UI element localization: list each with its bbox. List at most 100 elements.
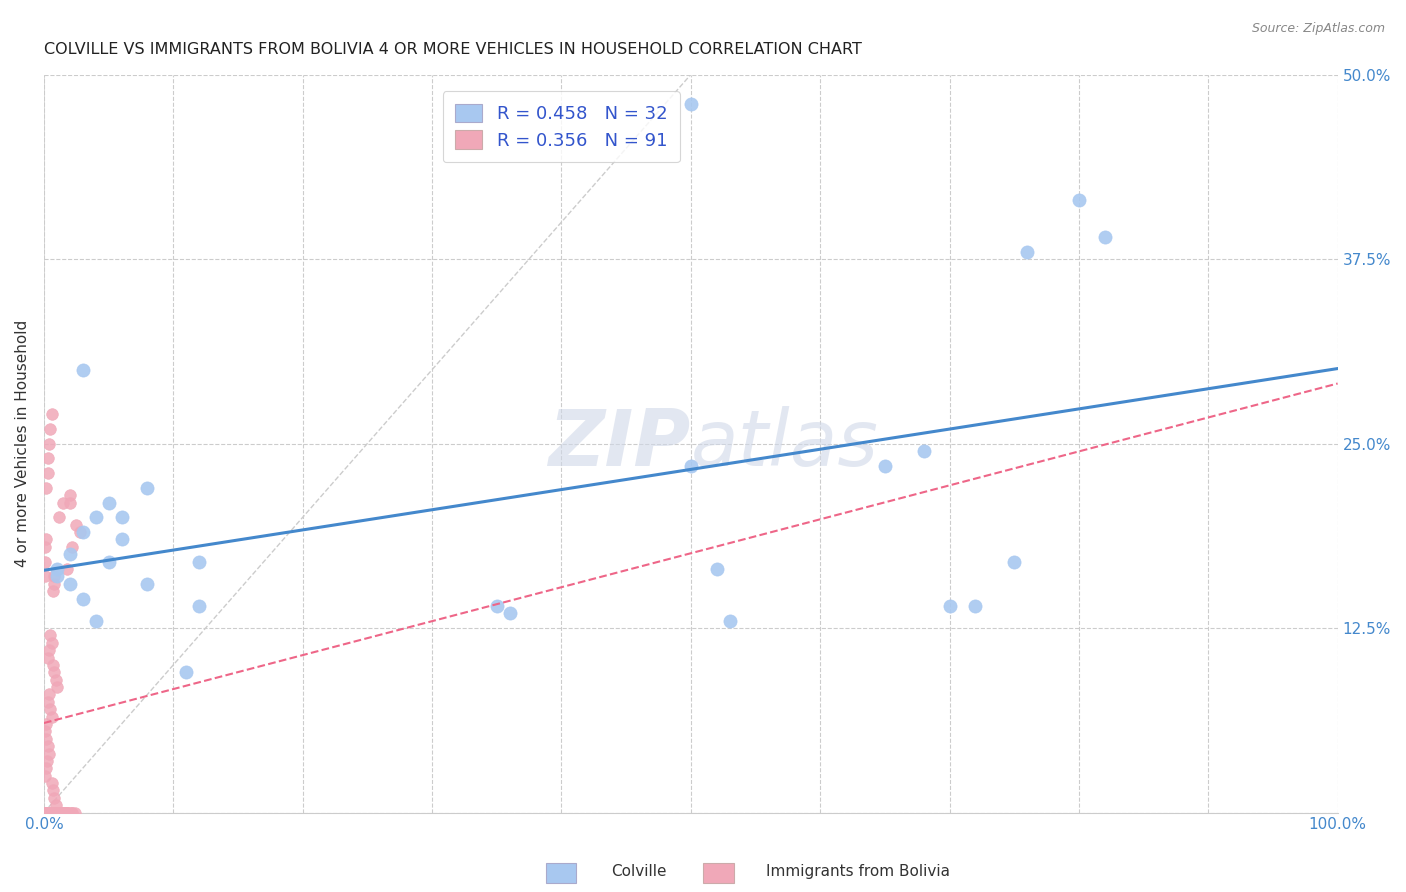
- Point: [51, 805, 73, 820]
- Point: [37, 754, 59, 768]
- Point: [1094, 230, 1116, 244]
- Point: [58, 805, 80, 820]
- Point: [498, 607, 520, 621]
- Point: [39, 702, 62, 716]
- Point: [55, 805, 77, 820]
- Point: [63, 805, 86, 820]
- Point: [39, 805, 62, 820]
- Point: [37, 695, 59, 709]
- Point: [72, 525, 94, 540]
- Point: [51, 805, 73, 820]
- Point: [938, 599, 960, 613]
- Point: [44, 665, 66, 680]
- Point: [39, 628, 62, 642]
- Point: [37, 805, 59, 820]
- Point: [34, 540, 56, 554]
- Point: [679, 97, 702, 112]
- Point: [188, 555, 211, 569]
- Point: [59, 547, 82, 561]
- Point: [44, 798, 66, 813]
- Point: [873, 458, 896, 473]
- Point: [45, 680, 67, 694]
- Point: [52, 805, 75, 820]
- Point: [97, 495, 120, 509]
- Point: [56, 562, 79, 576]
- Point: [45, 805, 67, 820]
- Point: [37, 805, 59, 820]
- Point: [60, 805, 83, 820]
- Point: [45, 805, 67, 820]
- Text: atlas: atlas: [690, 406, 879, 482]
- Point: [44, 673, 66, 687]
- Point: [35, 805, 58, 820]
- Point: [42, 783, 65, 797]
- Point: [48, 510, 70, 524]
- Point: [84, 614, 107, 628]
- Point: [1067, 193, 1090, 207]
- Point: [49, 805, 72, 820]
- Text: ZIP: ZIP: [548, 406, 690, 482]
- Point: [38, 805, 60, 820]
- Point: [48, 805, 70, 820]
- Point: [72, 363, 94, 377]
- Point: [53, 805, 76, 820]
- Point: [52, 495, 75, 509]
- Text: COLVILLE VS IMMIGRANTS FROM BOLIVIA 4 OR MORE VEHICLES IN HOUSEHOLD CORRELATION : COLVILLE VS IMMIGRANTS FROM BOLIVIA 4 OR…: [44, 42, 862, 57]
- Point: [35, 481, 58, 495]
- Point: [37, 466, 59, 480]
- Point: [174, 665, 197, 680]
- Point: [56, 805, 79, 820]
- Point: [38, 805, 60, 820]
- Point: [35, 533, 58, 547]
- Point: [41, 709, 63, 723]
- Point: [37, 805, 59, 820]
- Point: [48, 805, 70, 820]
- Point: [41, 636, 63, 650]
- Point: [45, 569, 67, 583]
- Point: [39, 805, 62, 820]
- Point: [44, 805, 66, 820]
- Point: [97, 555, 120, 569]
- Point: [59, 576, 82, 591]
- Point: [37, 451, 59, 466]
- Point: [1002, 555, 1025, 569]
- Point: [45, 805, 67, 820]
- Point: [48, 805, 70, 820]
- Point: [38, 436, 60, 450]
- Point: [38, 747, 60, 761]
- Point: [45, 562, 67, 576]
- Point: [38, 643, 60, 657]
- Point: [44, 576, 66, 591]
- Point: [38, 805, 60, 820]
- Point: [84, 510, 107, 524]
- Point: [59, 805, 82, 820]
- Point: [46, 805, 69, 820]
- Point: [34, 724, 56, 739]
- Point: [485, 599, 508, 613]
- Point: [41, 805, 63, 820]
- Point: [44, 805, 66, 820]
- Point: [52, 805, 75, 820]
- Point: [912, 444, 935, 458]
- Point: [44, 790, 66, 805]
- Point: [35, 805, 58, 820]
- Point: [1017, 244, 1039, 259]
- Point: [136, 576, 159, 591]
- Point: [718, 614, 741, 628]
- Point: [42, 657, 65, 672]
- Point: [38, 688, 60, 702]
- Point: [37, 805, 59, 820]
- Point: [35, 805, 58, 820]
- Text: Immigrants from Bolivia: Immigrants from Bolivia: [766, 864, 950, 879]
- Point: [35, 717, 58, 731]
- Point: [34, 555, 56, 569]
- Point: [37, 739, 59, 753]
- Point: [34, 769, 56, 783]
- Point: [69, 525, 91, 540]
- Point: [65, 517, 87, 532]
- Point: [35, 761, 58, 775]
- Point: [44, 805, 66, 820]
- Point: [965, 599, 987, 613]
- Point: [188, 599, 211, 613]
- Point: [35, 805, 58, 820]
